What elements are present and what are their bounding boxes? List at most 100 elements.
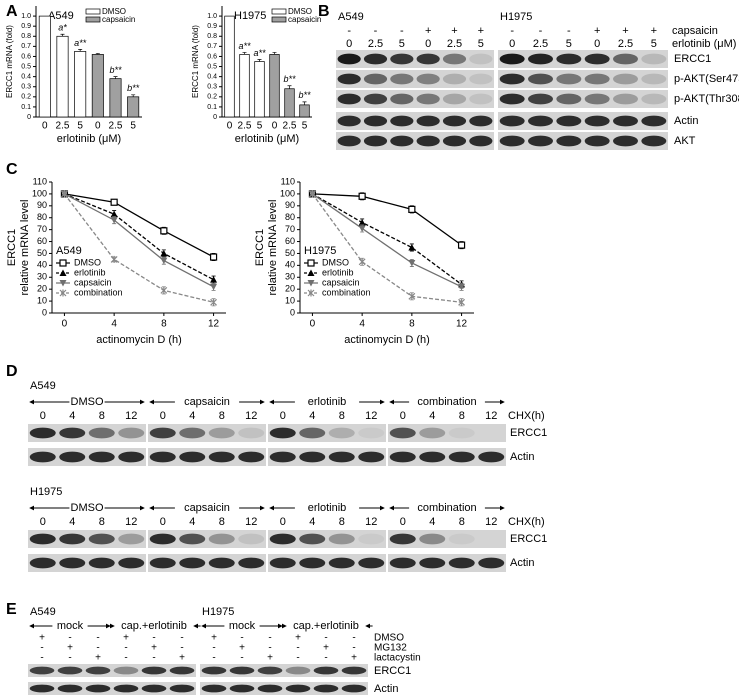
- time-label: 4: [309, 516, 315, 528]
- band: [238, 427, 265, 439]
- bar: [109, 78, 122, 118]
- band: [613, 135, 638, 147]
- error-bar: [242, 52, 247, 55]
- condition-value: -: [352, 643, 355, 654]
- condition-value: 5: [399, 38, 405, 50]
- time-label: 12: [125, 410, 137, 422]
- marker: [408, 259, 416, 267]
- time-label: 12: [365, 410, 377, 422]
- band: [416, 93, 440, 105]
- condition-value: +: [451, 25, 457, 37]
- time-label: 0: [280, 516, 286, 528]
- x-tick-label: 5: [77, 121, 83, 132]
- y-tick-label: 0.3: [207, 84, 217, 91]
- blot-background: [148, 424, 266, 442]
- y-tick-label: 100: [32, 188, 47, 198]
- y-tick-label: 0.4: [21, 73, 31, 80]
- group-label: combination: [417, 502, 476, 514]
- x-tick-label: 4: [359, 319, 365, 330]
- blot-background: [388, 424, 506, 442]
- condition-value: 0: [425, 38, 431, 50]
- condition-value: -: [96, 643, 99, 654]
- condition-value: 5: [566, 38, 572, 50]
- blot-background: [28, 530, 146, 548]
- y-tick-label: 0.7: [207, 43, 217, 50]
- marker: [160, 249, 168, 257]
- band: [337, 53, 361, 65]
- band: [419, 451, 446, 463]
- significance-label: a*: [58, 23, 67, 33]
- panel-label: E: [6, 601, 17, 618]
- band: [229, 666, 255, 675]
- band: [269, 533, 296, 545]
- marker: [307, 269, 315, 276]
- band: [419, 557, 446, 569]
- time-label: 8: [99, 516, 105, 528]
- bar: [224, 15, 235, 118]
- band: [118, 557, 145, 569]
- band: [641, 115, 667, 127]
- y-tick-label: 70: [37, 224, 47, 234]
- y-tick-label: 90: [37, 200, 47, 210]
- legend-label: combination: [322, 287, 371, 297]
- condition-value: +: [95, 653, 101, 664]
- time-label: 0: [40, 516, 46, 528]
- band: [118, 451, 145, 463]
- error-bar: [113, 76, 118, 79]
- band: [229, 684, 255, 693]
- band: [88, 533, 115, 545]
- band: [442, 73, 467, 85]
- y-axis-label: ERCC1: [6, 229, 18, 266]
- y-tick-label: 0.5: [21, 63, 31, 70]
- condition-value: 2.5: [368, 38, 383, 50]
- band-label: Actin: [374, 683, 398, 695]
- condition-value: +: [651, 25, 657, 37]
- legend-label: DMSO: [102, 7, 126, 16]
- marker: [358, 258, 366, 266]
- band-label: ERCC1: [374, 665, 411, 677]
- band: [584, 115, 610, 127]
- band: [85, 684, 111, 693]
- significance-label: a**: [253, 48, 266, 58]
- band: [448, 557, 475, 569]
- condition-value: +: [351, 653, 357, 664]
- y-tick-label: 0: [42, 307, 47, 317]
- blot-background: [388, 530, 506, 548]
- blot-background: [28, 424, 146, 442]
- condition-value: +: [594, 25, 600, 37]
- band: [269, 427, 296, 439]
- band-label: AKT: [674, 135, 696, 147]
- y-tick-label: 50: [285, 248, 295, 258]
- band: [528, 135, 553, 147]
- condition-value: -: [296, 653, 299, 664]
- condition-name: DMSO: [374, 633, 404, 644]
- band: [390, 53, 414, 65]
- time-unit: CHX(h): [508, 410, 545, 422]
- y-tick-label: 0.9: [21, 23, 31, 30]
- condition-value: 5: [651, 38, 657, 50]
- marker: [110, 255, 118, 263]
- band: [478, 451, 505, 463]
- series-line: [312, 193, 462, 285]
- band: [299, 451, 326, 463]
- band: [113, 666, 139, 675]
- time-label: 4: [309, 410, 315, 422]
- band: [208, 427, 235, 439]
- band: [358, 557, 385, 569]
- band: [363, 73, 388, 85]
- time-label: 8: [339, 410, 345, 422]
- condition-value: +: [39, 633, 45, 644]
- marker: [209, 253, 218, 261]
- marker: [210, 298, 217, 306]
- condition-value: -: [124, 653, 127, 664]
- blot-background: [28, 554, 146, 572]
- condition-value: -: [68, 653, 71, 664]
- panel-label: B: [318, 3, 330, 20]
- significance-label: b**: [109, 65, 122, 75]
- marker: [458, 298, 465, 306]
- marker: [110, 198, 118, 206]
- band: [528, 93, 553, 105]
- error-bar: [60, 33, 65, 37]
- x-tick-label: 5: [130, 121, 136, 132]
- y-tick-label: 0.3: [21, 84, 31, 91]
